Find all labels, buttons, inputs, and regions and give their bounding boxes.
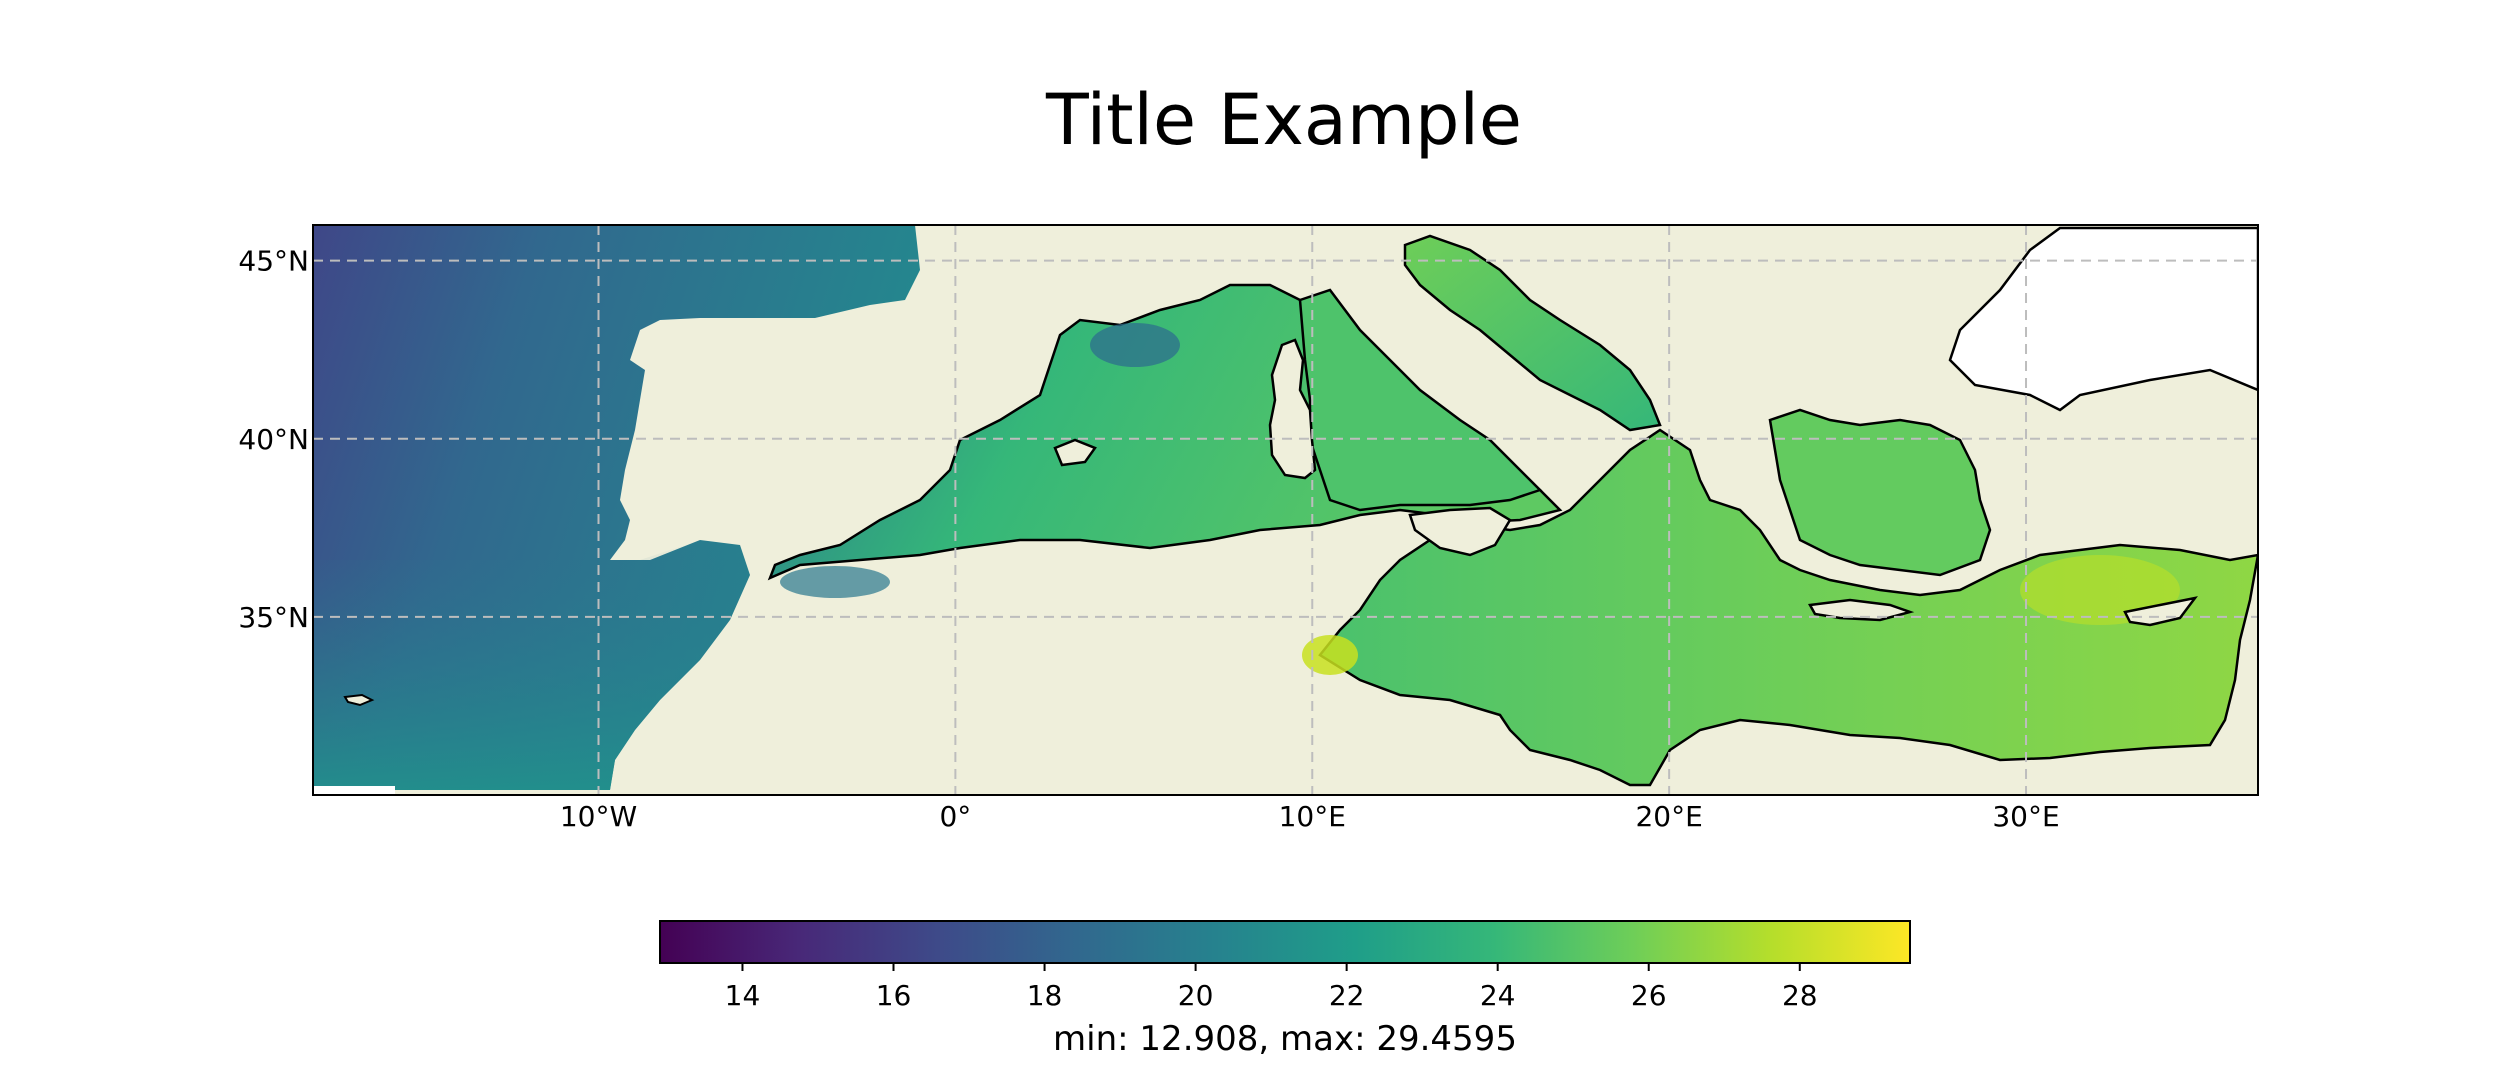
colorbar-tick-label: 20 (1178, 979, 1214, 1012)
map-frame (312, 224, 2259, 796)
lon-tick-label: 10°W (560, 800, 637, 833)
lon-tick-label: 20°E (1635, 800, 1702, 833)
gulf-of-lion-cool (1090, 323, 1180, 367)
gridlines (313, 225, 2258, 795)
colorbar-tick-label: 18 (1027, 979, 1063, 1012)
aegean-sea (1768, 408, 1992, 577)
canary-island (343, 693, 375, 707)
lat-tick-label: 35°N (238, 601, 309, 634)
colorbar-tick-label: 28 (1782, 979, 1818, 1012)
latitude-labels: 45°N 40°N 35°N (238, 245, 309, 634)
colorbar-tick-label: 22 (1329, 979, 1365, 1012)
longitude-labels: 10°W 0° 10°E 20°E 30°E (560, 800, 2060, 833)
map-panel (313, 225, 2258, 795)
eastern-mediterranean (1318, 428, 2258, 787)
colorbar-label: min: 12.908, max: 29.4595 (1053, 1019, 1517, 1059)
cyprus (2123, 596, 2198, 627)
colorbar-ticks: 14 16 18 20 22 24 26 28 (725, 963, 1818, 1012)
white-strip (313, 786, 395, 795)
lon-tick-label: 30°E (1992, 800, 2059, 833)
lon-tick-label: 10°E (1279, 800, 1346, 833)
alboran-cool (780, 566, 890, 598)
map-title: Title Example (1045, 79, 1522, 161)
colorbar-tick-label: 14 (725, 979, 761, 1012)
colorbar: 14 16 18 20 22 24 26 28 min: 12.908, max: 29.45… (659, 920, 1911, 1059)
colorbar-gradient (659, 920, 1911, 964)
lon-tick-label: 0° (939, 800, 971, 833)
gulf-of-sidra-warm (1302, 635, 1358, 675)
corsica-sardinia (1268, 338, 1317, 480)
atlantic-south-shading (313, 540, 750, 790)
lat-tick-label: 45°N (238, 245, 309, 278)
sicily (1408, 506, 1512, 557)
colorbar-tick-label: 26 (1631, 979, 1667, 1012)
colorbar-tick-label: 24 (1480, 979, 1516, 1012)
adriatic-sea (1403, 234, 1662, 432)
colorbar-tick-label: 16 (876, 979, 912, 1012)
levantine-warm-patch (2020, 555, 2180, 625)
lat-tick-label: 40°N (238, 423, 309, 456)
balearic-islands (1053, 438, 1097, 467)
